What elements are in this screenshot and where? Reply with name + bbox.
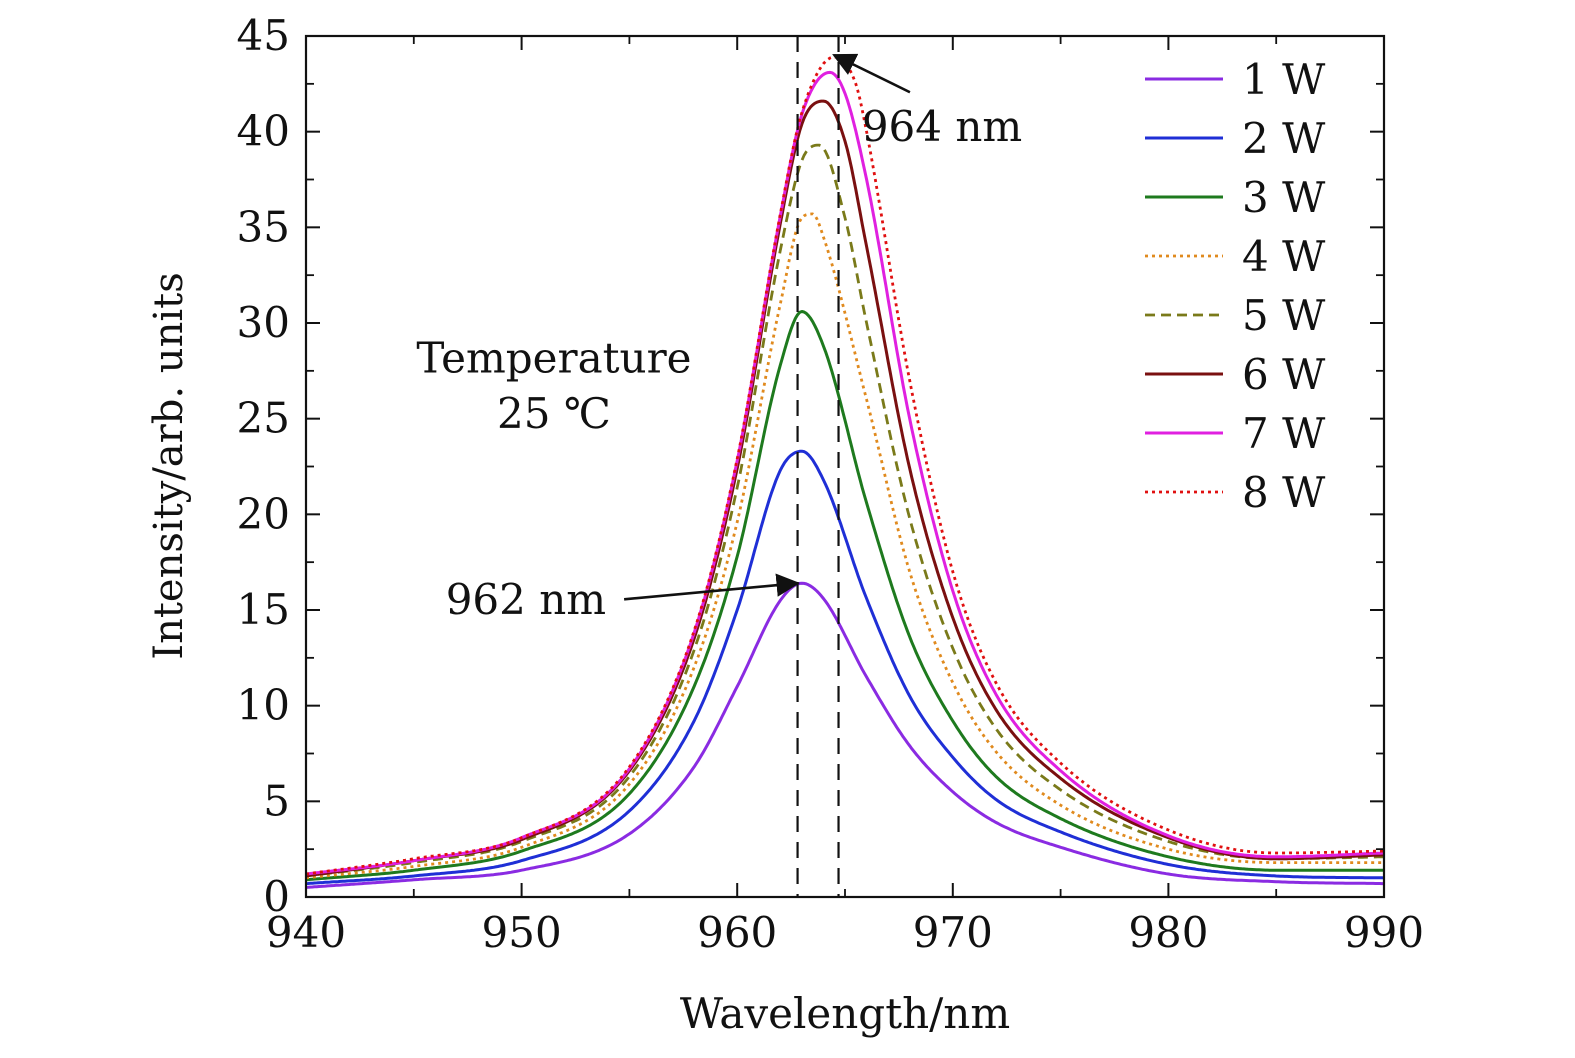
legend-label-4: 4 W xyxy=(1242,232,1326,281)
x-tick-label: 960 xyxy=(697,908,777,957)
annotation-arrow-1 xyxy=(832,53,911,94)
y-tick-label: 45 xyxy=(237,11,290,60)
legend-label-3: 3 W xyxy=(1242,173,1326,222)
y-tick-label: 25 xyxy=(237,394,290,443)
x-tick-label: 970 xyxy=(913,908,993,957)
y-tick-label: 10 xyxy=(237,681,290,730)
series-line-4 xyxy=(306,212,1384,880)
legend-label-5: 5 W xyxy=(1242,291,1326,340)
y-tick-label: 15 xyxy=(237,585,290,634)
annotation-text-4: 25 ℃ xyxy=(497,389,611,438)
annotation-text-2: 962 nm xyxy=(446,575,606,624)
legend-label-2: 2 W xyxy=(1242,114,1326,163)
y-axis-label: Intensity/arb. units xyxy=(146,272,192,659)
x-tick-label: 940 xyxy=(266,908,346,957)
y-tick-label: 40 xyxy=(237,107,290,156)
y-tick-label: 5 xyxy=(263,776,290,825)
y-tick-label: 35 xyxy=(237,202,290,251)
series-line-7 xyxy=(306,70,1384,876)
y-tick-label: 20 xyxy=(237,489,290,538)
y-tick-label: 0 xyxy=(263,872,290,921)
series-line-3 xyxy=(306,310,1384,882)
series-line-5 xyxy=(306,143,1384,878)
annotation-arrow-2 xyxy=(623,573,800,601)
x-axis-label: Wavelength/nm xyxy=(680,989,1010,1038)
y-tick-label: 30 xyxy=(237,298,290,347)
x-tick-label: 950 xyxy=(482,908,562,957)
legend-label-6: 6 W xyxy=(1242,350,1326,399)
annotation-text-1: 964 nm xyxy=(862,102,1022,151)
series-line-1 xyxy=(306,581,1384,889)
legend-label-8: 8 W xyxy=(1242,468,1326,517)
annotation-text-3: Temperature xyxy=(416,334,691,383)
series-line-8 xyxy=(306,55,1384,876)
legend-label-7: 7 W xyxy=(1242,409,1326,458)
legend-label-1: 1 W xyxy=(1242,55,1326,104)
series-line-2 xyxy=(306,449,1384,886)
plot-frame xyxy=(304,34,1386,899)
x-tick-label: 980 xyxy=(1128,908,1208,957)
x-tick-label: 990 xyxy=(1344,908,1424,957)
